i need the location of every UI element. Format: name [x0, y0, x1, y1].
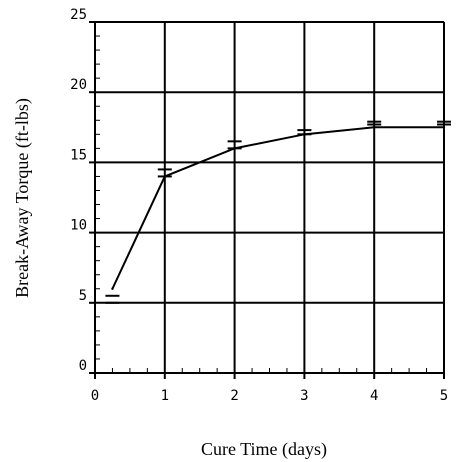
- x-tick-label-3: 3: [300, 388, 308, 404]
- axes: [89, 21, 445, 379]
- data-point: [111, 287, 114, 290]
- x-tick-label-2: 2: [230, 388, 238, 404]
- data-point: [442, 126, 446, 129]
- y-tick-label-0: 0: [79, 358, 87, 374]
- y-tick-label-25: 25: [70, 7, 87, 23]
- y-tick-label-10: 10: [70, 218, 87, 234]
- y-tick-label-5: 5: [79, 288, 87, 304]
- x-tick-label-5: 5: [440, 388, 448, 404]
- x-axis-title: Cure Time (days): [201, 439, 327, 460]
- minor-ticks: [95, 35, 428, 373]
- y-tick-label-15: 15: [70, 147, 87, 163]
- series: [111, 126, 446, 290]
- y-axis-title: Break-Away Torque (ft-lbs): [12, 98, 33, 298]
- error-bars: [105, 120, 451, 304]
- y-tick-label-20: 20: [70, 77, 87, 93]
- series-line-0: [111, 126, 444, 290]
- grid: [95, 21, 445, 373]
- tick-labels: 0 1 2 3 4 5 0 5 10 15 20 25: [70, 7, 448, 404]
- x-tick-label-0: 0: [91, 388, 99, 404]
- x-tick-label-1: 1: [161, 388, 169, 404]
- data-point: [373, 126, 376, 129]
- x-tick-label-4: 4: [370, 388, 378, 404]
